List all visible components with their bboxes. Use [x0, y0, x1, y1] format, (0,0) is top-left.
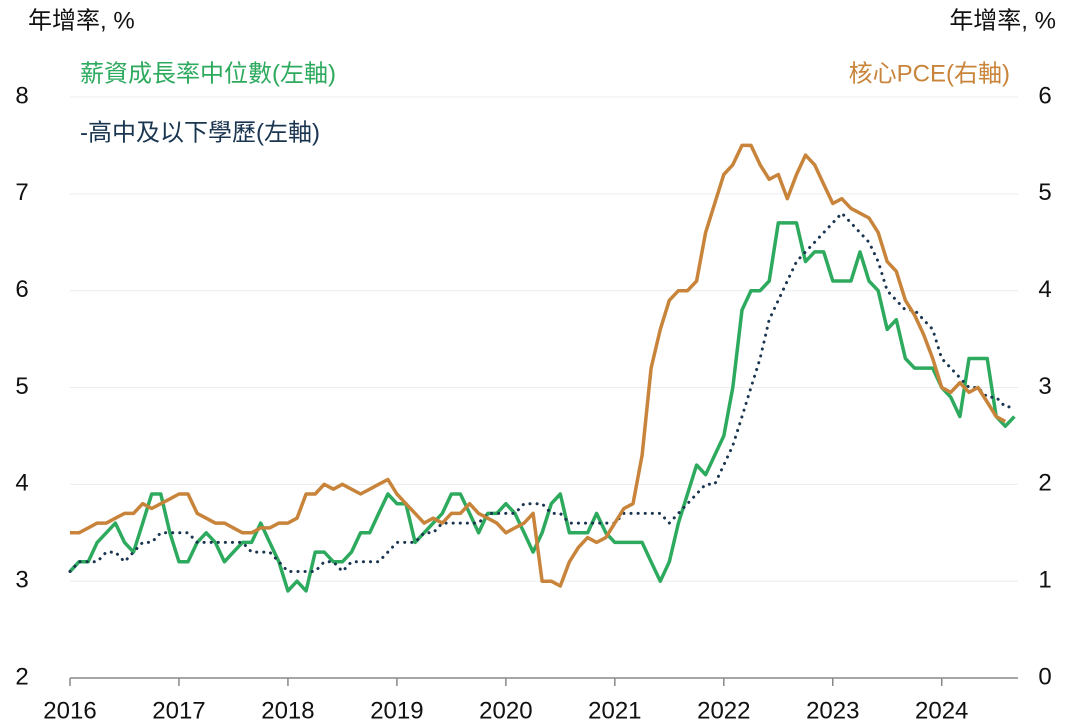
y2-tick-label: 1 — [1038, 567, 1051, 594]
y-tick-label: 3 — [15, 567, 28, 594]
x-tick-label: 2021 — [588, 697, 641, 724]
x-tick-label: 2022 — [697, 697, 750, 724]
y2-tick-label: 2 — [1038, 470, 1051, 497]
y-tick-label: 4 — [15, 470, 28, 497]
y-tick-label: 5 — [15, 373, 28, 400]
x-tick-label: 2016 — [43, 697, 96, 724]
legend-label: 薪資成長率中位數(左軸) — [80, 60, 336, 87]
y-tick-label: 7 — [15, 179, 28, 206]
x-tick-label: 2023 — [806, 697, 859, 724]
series-line — [68, 221, 1016, 593]
y2-tick-label: 6 — [1038, 82, 1051, 109]
y-tick-label: 2 — [15, 663, 28, 690]
series-line — [68, 211, 1016, 573]
series-line — [70, 143, 1007, 588]
y2-tick-label: 3 — [1038, 373, 1051, 400]
x-tick-label: 2019 — [370, 697, 423, 724]
x-tick-label: 2024 — [915, 697, 968, 724]
y-axis-title: 年增率, % — [28, 7, 135, 34]
y2-tick-label: 0 — [1038, 663, 1051, 690]
y-tick-label: 8 — [15, 82, 28, 109]
x-tick-label: 2018 — [261, 697, 314, 724]
y2-axis-title: 年增率, % — [949, 7, 1056, 34]
x-tick-label: 2020 — [479, 697, 532, 724]
y2-tick-label: 4 — [1038, 276, 1051, 303]
y-tick-label: 6 — [15, 276, 28, 303]
legend-label: 核心PCE(右軸) — [849, 60, 1010, 87]
y2-tick-label: 5 — [1038, 179, 1051, 206]
legend-label: -高中及以下學歷(左軸) — [80, 119, 320, 146]
x-tick-label: 2017 — [152, 697, 205, 724]
